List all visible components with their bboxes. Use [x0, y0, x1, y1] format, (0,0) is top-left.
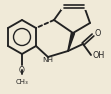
- Text: NH: NH: [43, 57, 54, 63]
- Polygon shape: [68, 33, 75, 51]
- Text: OH: OH: [92, 52, 104, 61]
- Text: CH₃: CH₃: [16, 79, 28, 85]
- Text: O: O: [94, 30, 100, 39]
- Text: O: O: [19, 66, 25, 75]
